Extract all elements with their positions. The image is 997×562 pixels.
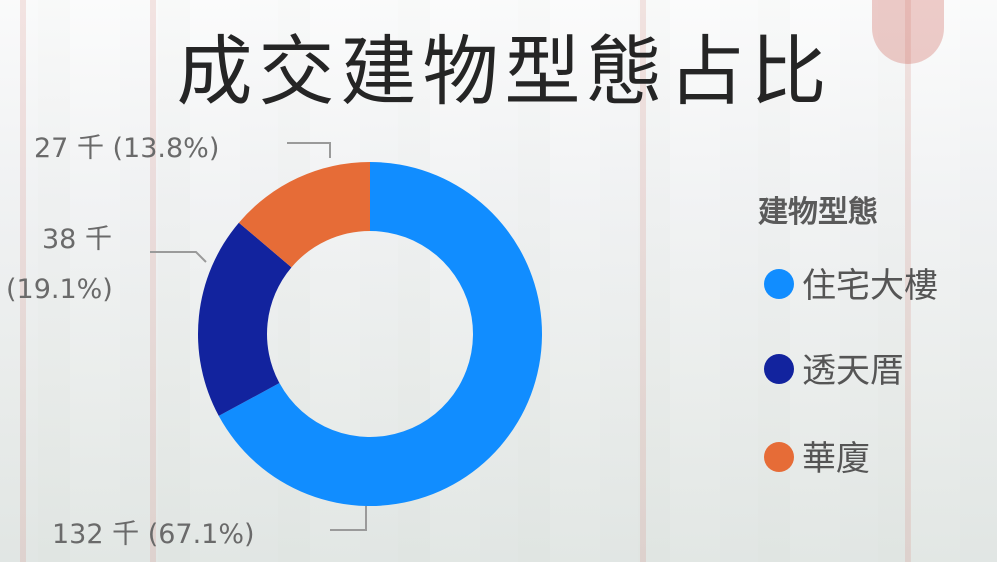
leader-line-toutian	[150, 251, 207, 263]
legend-swatch-huaxia	[764, 442, 794, 472]
background-pole	[640, 0, 646, 562]
legend-swatch-tower	[764, 269, 794, 299]
background-pole	[150, 0, 156, 562]
data-label-toutian-value: 38 千	[42, 224, 112, 255]
data-label-toutian-percent: (19.1%)	[6, 274, 113, 305]
donut-slice-1[interactable]	[197, 222, 292, 416]
background-sign	[872, 0, 944, 64]
data-label-tower: 132 千 (67.1%)	[52, 519, 255, 550]
legend-title: 建物型態	[758, 195, 878, 230]
legend-label-toutian: 透天厝	[802, 351, 904, 391]
leader-line-huaxia	[287, 142, 331, 158]
data-label-huaxia: 27 千 (13.8%)	[34, 133, 219, 164]
background-pole	[905, 0, 911, 562]
legend-swatch-toutian	[764, 354, 794, 384]
chart-title: 成交建物型態占比	[176, 27, 833, 116]
donut-slice-2[interactable]	[238, 162, 370, 268]
leader-line-tower	[330, 506, 367, 531]
background-pole	[20, 0, 26, 562]
donut-slices	[197, 162, 543, 507]
legend-label-tower: 住宅大樓	[802, 266, 938, 306]
donut-slice-0[interactable]	[218, 162, 543, 507]
legend-label-huaxia: 華廈	[802, 439, 870, 479]
